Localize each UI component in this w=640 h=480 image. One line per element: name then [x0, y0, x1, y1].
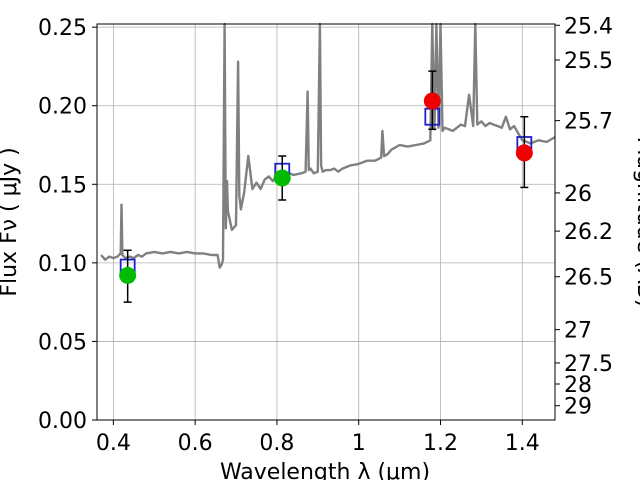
y2-tick-label: 25.7 — [564, 110, 613, 135]
y-tick-label: 0.10 — [38, 252, 87, 277]
y-axis-label: Flux Fν ( μJy ) — [0, 147, 22, 296]
y2-tick-label: 27.5 — [564, 352, 613, 377]
x-tick-label: 1 — [352, 431, 366, 456]
x-tick-label: 0.6 — [178, 431, 213, 456]
x-tick-label: 1.4 — [505, 431, 540, 456]
y2-tick-label: 29 — [564, 395, 592, 420]
plot-frame — [96, 23, 556, 421]
y2-tick-label: 26 — [564, 182, 592, 207]
model-box-layer — [119, 107, 533, 277]
data-point — [273, 169, 291, 187]
y-tick-label: 0.00 — [38, 409, 87, 434]
y2-tick-label: 25.5 — [564, 49, 613, 74]
y2-tick-label: 26.5 — [564, 266, 613, 291]
y-tick-label: 0.20 — [38, 95, 87, 120]
spectrum-layer — [100, 22, 556, 269]
y-axis-ticks: 0.00 0.05 0.10 0.15 0.20 0.25 — [38, 16, 97, 434]
x-tick-label: 0.8 — [259, 431, 294, 456]
y2-tick-label: 27 — [564, 319, 592, 344]
x-axis-ticks: 0.4 0.6 0.8 1 1.2 1.4 — [96, 420, 540, 456]
y-tick-label: 0.25 — [38, 16, 87, 41]
y-tick-label: 0.15 — [38, 173, 87, 198]
x-tick-label: 1.2 — [423, 431, 458, 456]
y2-axis-label: Magnitude (AB) — [632, 137, 640, 308]
data-point — [119, 266, 137, 284]
observed-point-layer — [119, 70, 533, 303]
y-tick-label: 0.05 — [38, 330, 87, 355]
grid-lines — [97, 24, 555, 421]
y2-tick-label: 26.2 — [564, 220, 613, 245]
x-axis-label: Wavelength λ (μm) — [220, 460, 430, 480]
spectrum-line — [100, 22, 556, 269]
data-point — [423, 92, 441, 110]
x-tick-label: 0.4 — [96, 431, 131, 456]
y2-tick-label: 25.4 — [564, 14, 613, 39]
data-point — [515, 144, 533, 162]
y2-tick-label: 28 — [564, 373, 592, 398]
